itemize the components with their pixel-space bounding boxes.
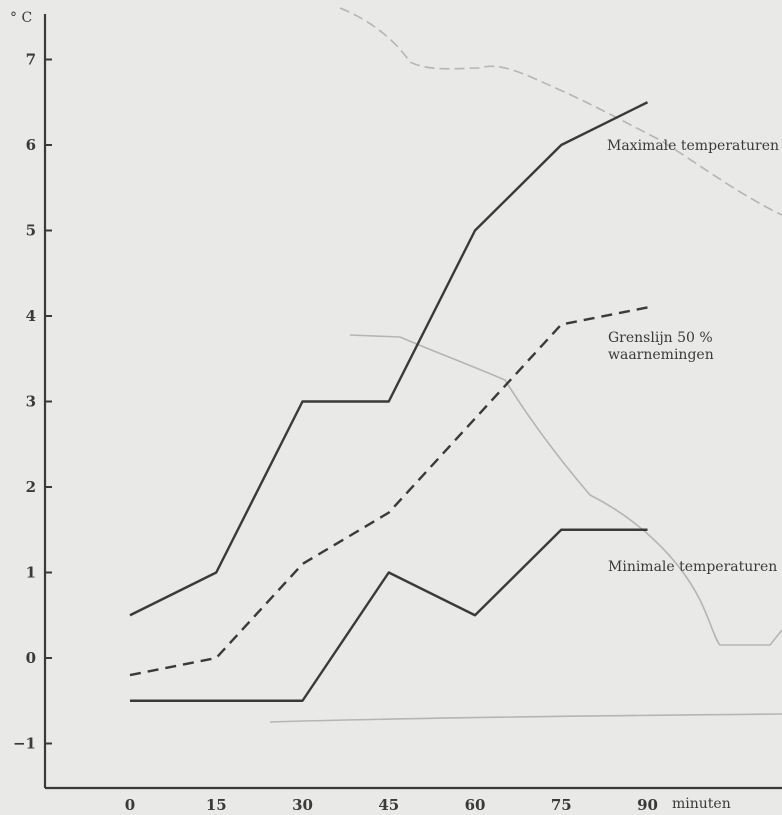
annotation-mid-line-2: waarnemingen (608, 347, 714, 363)
y-axis-label: ° C (10, 10, 32, 26)
x-ticks: 0 15 30 45 60 75 90 (125, 796, 658, 814)
series-minimum (129, 528, 648, 702)
series-line (130, 528, 648, 702)
y-tick-label: 3 (26, 393, 36, 411)
annotation-mid-line-1: Grenslijn 50 % (608, 330, 713, 346)
x-tick-label: 75 (551, 796, 572, 814)
x-tick-label: 30 (292, 796, 313, 814)
bleed-solid-curve-middle (349, 334, 782, 646)
series-maximum (129, 101, 649, 617)
annotation-min: Minimale temperaturen (608, 559, 777, 575)
x-tick-label: 60 (465, 796, 486, 814)
y-tick-label: 1 (26, 564, 36, 582)
y-tick-label: 5 (26, 222, 36, 240)
bleed-through-traces (269, 7, 782, 723)
y-tick-label: −1 (13, 735, 36, 753)
x-axis-label: minuten (672, 796, 731, 812)
bleed-dashed-curve-top (339, 7, 782, 216)
series-line (129, 101, 649, 617)
axes (43, 14, 782, 790)
y-tick-label: 0 (26, 649, 36, 667)
series-grenslijn-50 (129, 306, 648, 677)
x-tick-label: 90 (637, 796, 658, 814)
annotation-mid: Grenslijn 50 % waarnemingen (608, 330, 717, 363)
x-tick-label: 0 (125, 796, 135, 814)
annotation-min-line-1: Minimale temperaturen (608, 559, 777, 575)
x-tick-label: 15 (206, 796, 227, 814)
y-tick-label: 2 (26, 478, 36, 496)
y-tick-label: 6 (26, 136, 36, 154)
series-annotations: Maximale temperaturen Grenslijn 50 % waa… (607, 138, 779, 575)
annotation-max: Maximale temperaturen (607, 138, 779, 154)
annotation-max-line-1: Maximale temperaturen (607, 138, 779, 154)
y-tick-label: 4 (26, 307, 36, 325)
y-ticks: −1 0 1 2 3 4 5 6 7 (13, 51, 52, 753)
series-group (129, 101, 649, 702)
y-tick-label: 7 (26, 51, 36, 69)
bleed-baseline (269, 713, 782, 723)
x-tick-label: 45 (378, 796, 399, 814)
series-line (129, 306, 648, 677)
